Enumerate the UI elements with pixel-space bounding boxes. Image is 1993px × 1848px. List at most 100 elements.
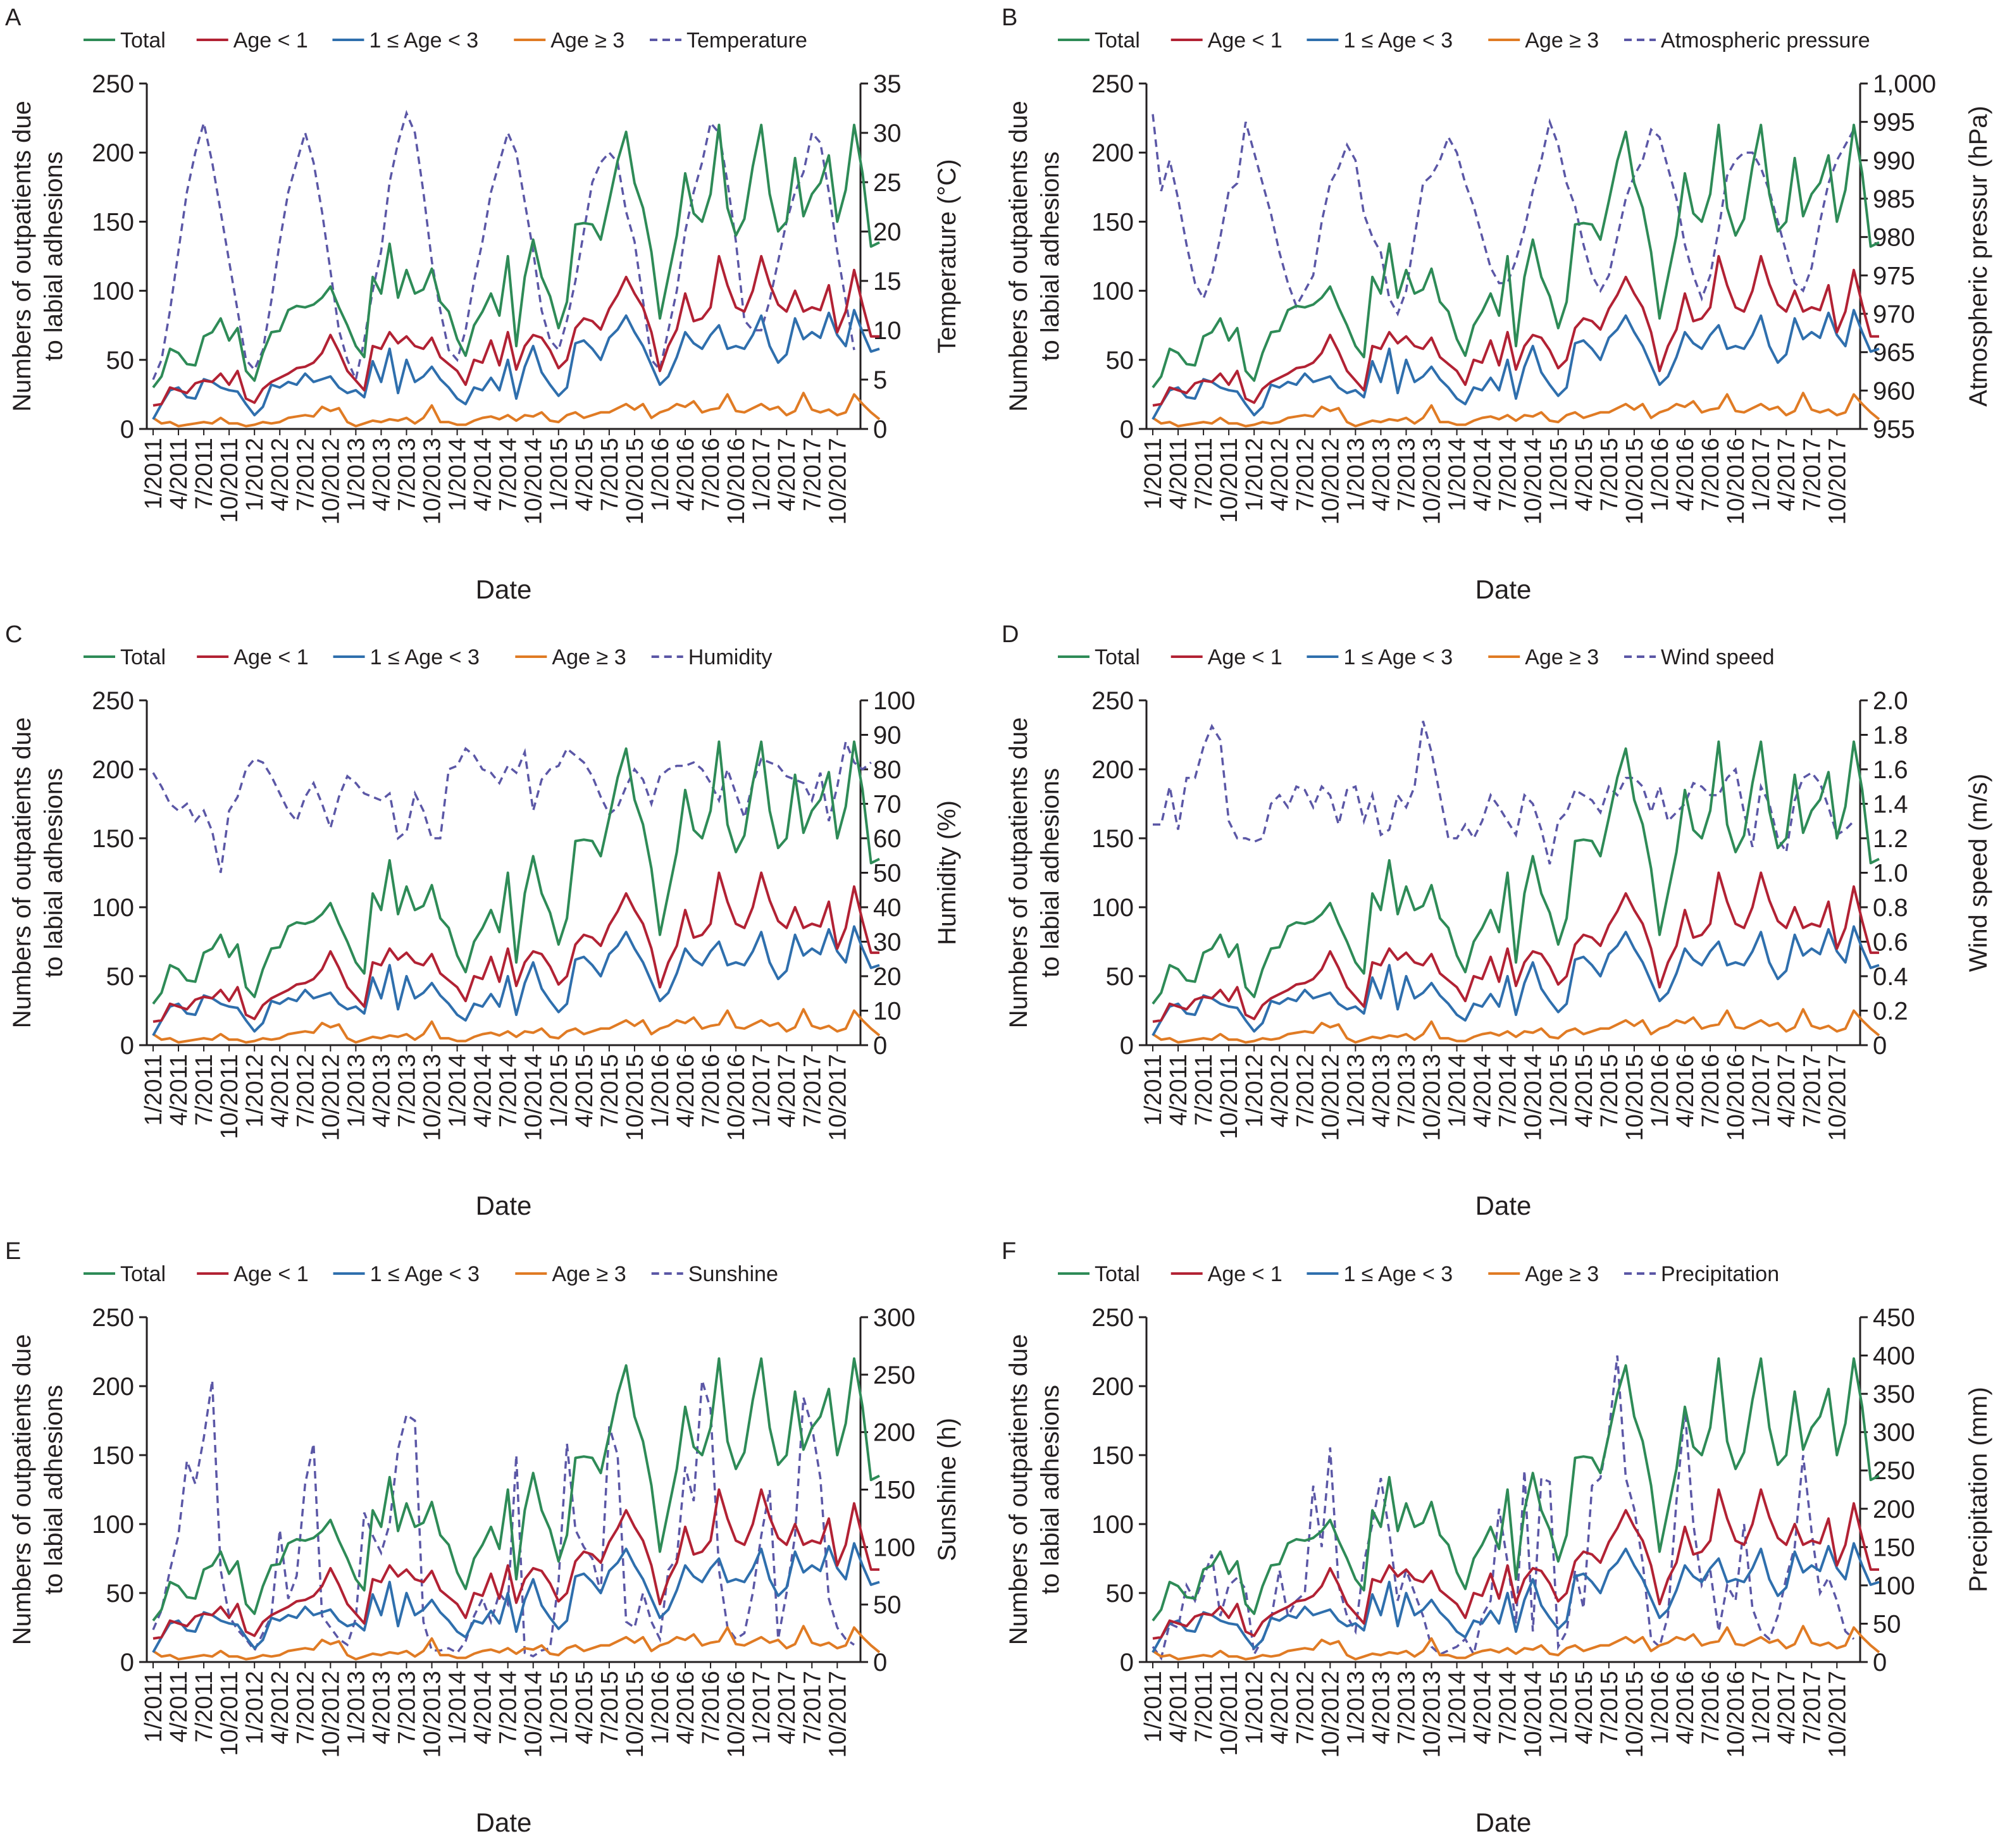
left-tick-label: 50 (1106, 347, 1134, 375)
left-tick-label: 0 (120, 1649, 134, 1677)
age-ge3-series-line (152, 1008, 881, 1044)
legend-label: Age < 1 (1208, 28, 1282, 53)
x-tick-label: 1/2012 (242, 1054, 268, 1127)
x-tick-label: 1/2015 (546, 1054, 573, 1127)
x-tick-label: 1/2014 (445, 1054, 471, 1127)
x-tick-label: 4/2013 (1368, 1671, 1394, 1744)
legend-label: Total (120, 1262, 166, 1286)
x-tick-label: 7/2017 (799, 438, 826, 511)
x-tick-label: 4/2013 (368, 1671, 395, 1744)
age-1to3-series-line (152, 309, 880, 420)
legend-label: Age < 1 (1208, 645, 1282, 669)
x-tick-label: 7/2013 (394, 1054, 420, 1127)
legend-label: Age < 1 (1208, 1262, 1282, 1286)
x-tick-label: 1/2011 (1140, 1671, 1167, 1742)
panel-letter: F (1002, 1238, 1016, 1265)
left-axis-label: Numbers of outpatients due to labial adhe… (1005, 717, 1064, 1028)
x-tick-label: 4/2014 (1470, 1671, 1496, 1744)
legend-label: Total (1095, 28, 1140, 53)
x-tick-label: 10/2013 (1419, 1054, 1446, 1141)
x-tick-label: 4/2014 (470, 1671, 497, 1744)
left-tick-label: 250 (92, 70, 134, 98)
x-tick-label: 4/2015 (571, 1054, 598, 1127)
x-tick-label: 7/2013 (394, 438, 420, 511)
x-tick-label: 7/2015 (1596, 1671, 1623, 1744)
right-tick-label: 100 (873, 687, 916, 715)
right-tick-label: 90 (873, 722, 902, 750)
left-axis-label: Numbers of outpatients due to labial adhe… (8, 1334, 68, 1645)
left-tick-label: 100 (92, 894, 134, 922)
legend-label: 1 ≤ Age < 3 (1343, 1262, 1453, 1286)
x-tick-label: 10/2013 (419, 438, 446, 524)
x-tick-label: 1/2016 (1647, 438, 1673, 511)
legend-label: Precipitation (1661, 1262, 1779, 1286)
legend-label: Age < 1 (233, 645, 309, 669)
legend: Total Age < 1 1 ≤ Age < 3 Age ≥ 3 Temperatur… (84, 28, 807, 53)
x-tick-label: 7/2016 (1698, 1054, 1724, 1127)
right-axis-label: Wind speed (m/s) (1965, 774, 1992, 972)
left-tick-label: 200 (1091, 756, 1134, 784)
x-tick-label: 7/2016 (1698, 1671, 1724, 1744)
legend: Total Age < 1 1 ≤ Age < 3 Age ≥ 3 Wind speed (1058, 645, 1775, 669)
right-tick-label: 960 (1873, 377, 1915, 405)
panel-letter: C (5, 621, 22, 648)
x-tick-label: 4/2013 (368, 438, 395, 511)
legend-label: Age ≥ 3 (1525, 1262, 1599, 1286)
x-tick-label: 7/2016 (1698, 438, 1724, 511)
right-tick-label: 0.2 (1873, 998, 1908, 1026)
x-tick-label: 4/2011 (1165, 1054, 1192, 1126)
legend-label: 1 ≤ Age < 3 (369, 28, 478, 53)
x-tick-label: 10/2012 (318, 1671, 344, 1758)
age-1to3-series-line (152, 925, 880, 1036)
legend-label: Wind speed (1661, 645, 1775, 669)
right-tick-label: 250 (873, 1361, 916, 1389)
age-1to3-series-line (1152, 925, 1880, 1036)
x-tick-label: 1/2014 (445, 1671, 471, 1744)
x-tick-label: 4/2016 (673, 438, 699, 511)
right-tick-label: 1,000 (1873, 70, 1936, 98)
x-tick-label: 1/2013 (1343, 438, 1369, 511)
left-tick-label: 150 (1091, 825, 1134, 853)
x-tick-label: 7/2014 (495, 1054, 522, 1127)
x-tick-label: 4/2016 (673, 1671, 699, 1744)
x-tick-label: 7/2015 (1596, 438, 1623, 511)
legend-label: Total (1095, 645, 1140, 669)
x-tick-label: 10/2011 (216, 1054, 243, 1139)
left-tick-label: 200 (92, 756, 134, 784)
x-tick-label: 1/2013 (343, 1054, 369, 1127)
panel-d: D Total Age < 1 1 ≤ Age < 3 Age ≥ 3 Wind spee… (1002, 621, 1992, 1220)
x-tick-label: 10/2016 (1723, 1054, 1749, 1141)
panel-letter: A (5, 4, 22, 31)
left-tick-label: 250 (1091, 687, 1134, 715)
right-axis-label: Atmospheric pressur (hPa) (1965, 106, 1992, 407)
panel-f: F Total Age < 1 1 ≤ Age < 3 Age ≥ 3 Precipita… (1002, 1238, 1992, 1837)
left-tick-label: 250 (92, 687, 134, 715)
x-tick-label: 1/2011 (140, 438, 167, 509)
right-tick-label: 50 (873, 1591, 902, 1619)
legend-label: Age < 1 (233, 1262, 309, 1286)
x-tick-label: 10/2015 (622, 1054, 649, 1141)
x-tick-label: 7/2014 (495, 438, 522, 511)
x-tick-label: 4/2014 (470, 1054, 497, 1127)
x-tick-label: 7/2016 (698, 438, 724, 511)
x-tick-label: 10/2015 (1622, 1054, 1648, 1141)
legend-label: Age ≥ 3 (552, 645, 626, 669)
x-tick-label: 1/2013 (343, 438, 369, 511)
right-tick-label: 980 (1873, 224, 1915, 252)
x-tick-label: 7/2012 (1292, 1671, 1319, 1744)
x-tick-label: 1/2014 (1444, 1054, 1471, 1127)
x-tick-label: 7/2014 (1495, 1054, 1522, 1127)
right-tick-label: 200 (873, 1419, 916, 1447)
left-tick-label: 250 (1091, 70, 1134, 98)
age-1to3-series-line (152, 1542, 880, 1653)
x-tick-label: 4/2013 (1368, 1054, 1394, 1127)
right-tick-label: 1.6 (1873, 756, 1908, 784)
x-tick-label: 4/2014 (470, 438, 497, 511)
left-tick-label: 150 (92, 825, 134, 853)
right-tick-label: 995 (1873, 109, 1915, 137)
x-tick-label: 10/2014 (521, 1054, 547, 1141)
x-tick-label: 1/2011 (1140, 438, 1167, 509)
right-tick-label: 0.8 (1873, 894, 1908, 922)
x-axis-label: Date (476, 574, 532, 604)
total-series-line (1152, 1357, 1880, 1622)
